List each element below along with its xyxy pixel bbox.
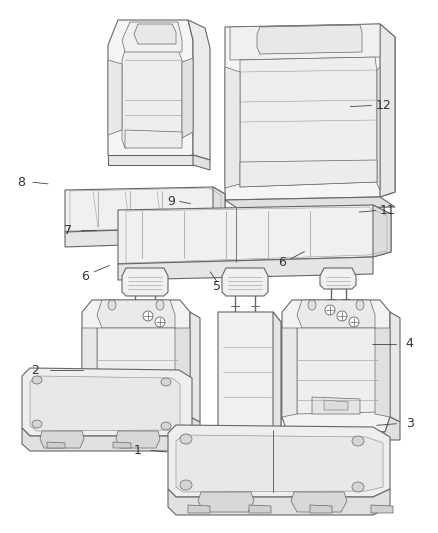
Polygon shape — [287, 417, 400, 440]
Ellipse shape — [108, 300, 116, 310]
Polygon shape — [225, 197, 395, 210]
Text: 3: 3 — [406, 417, 413, 430]
Ellipse shape — [32, 376, 42, 384]
Polygon shape — [225, 24, 395, 200]
Polygon shape — [168, 489, 390, 515]
Polygon shape — [118, 257, 373, 280]
Polygon shape — [116, 431, 160, 448]
Polygon shape — [113, 442, 131, 448]
Polygon shape — [291, 492, 347, 512]
Polygon shape — [240, 57, 377, 187]
Ellipse shape — [337, 311, 347, 321]
Polygon shape — [240, 160, 377, 187]
Text: 5: 5 — [213, 280, 221, 293]
Polygon shape — [225, 67, 240, 188]
Polygon shape — [310, 505, 332, 513]
Text: 11: 11 — [380, 204, 396, 217]
Polygon shape — [188, 20, 210, 160]
Polygon shape — [175, 328, 190, 417]
Polygon shape — [179, 442, 197, 448]
Polygon shape — [371, 505, 393, 513]
Ellipse shape — [161, 378, 171, 386]
Polygon shape — [373, 205, 391, 257]
Polygon shape — [320, 268, 356, 289]
Polygon shape — [124, 400, 148, 410]
Polygon shape — [122, 50, 182, 148]
Text: 6: 6 — [81, 270, 89, 282]
Polygon shape — [22, 428, 192, 451]
Polygon shape — [108, 20, 193, 165]
Ellipse shape — [308, 300, 316, 310]
Polygon shape — [118, 205, 391, 264]
Polygon shape — [213, 187, 225, 227]
Polygon shape — [97, 328, 178, 414]
Ellipse shape — [352, 482, 364, 492]
Polygon shape — [230, 24, 380, 60]
Polygon shape — [87, 417, 200, 440]
Polygon shape — [122, 268, 168, 296]
Polygon shape — [282, 300, 390, 432]
Ellipse shape — [349, 317, 359, 327]
Polygon shape — [65, 227, 213, 247]
Polygon shape — [193, 155, 210, 170]
Ellipse shape — [180, 480, 192, 490]
Polygon shape — [218, 312, 281, 429]
Text: 8: 8 — [17, 176, 25, 189]
Polygon shape — [249, 505, 271, 513]
Polygon shape — [168, 425, 390, 497]
Polygon shape — [297, 328, 378, 414]
Polygon shape — [108, 155, 193, 165]
Ellipse shape — [352, 436, 364, 446]
Ellipse shape — [180, 434, 192, 444]
Polygon shape — [312, 397, 360, 414]
Text: 4: 4 — [406, 337, 413, 350]
Ellipse shape — [155, 317, 165, 327]
Polygon shape — [108, 60, 122, 135]
Polygon shape — [112, 397, 160, 414]
Ellipse shape — [32, 420, 42, 428]
Polygon shape — [176, 435, 383, 492]
Text: 12: 12 — [375, 99, 391, 112]
Polygon shape — [97, 300, 175, 328]
Polygon shape — [188, 505, 210, 513]
Polygon shape — [134, 24, 176, 44]
Polygon shape — [125, 130, 182, 148]
Polygon shape — [375, 328, 390, 417]
Polygon shape — [30, 376, 180, 431]
Polygon shape — [22, 368, 192, 436]
Polygon shape — [65, 187, 225, 232]
Polygon shape — [40, 431, 84, 448]
Polygon shape — [182, 58, 193, 138]
Polygon shape — [324, 400, 348, 410]
Polygon shape — [82, 300, 190, 432]
Text: 2: 2 — [31, 364, 39, 377]
Text: 7: 7 — [64, 224, 72, 237]
Ellipse shape — [143, 311, 153, 321]
Ellipse shape — [156, 300, 164, 310]
Polygon shape — [122, 22, 182, 52]
Polygon shape — [47, 442, 65, 448]
Polygon shape — [190, 312, 200, 422]
Text: 6: 6 — [279, 256, 286, 269]
Polygon shape — [257, 25, 362, 54]
Ellipse shape — [356, 300, 364, 310]
Polygon shape — [82, 328, 97, 417]
Polygon shape — [198, 492, 254, 512]
Polygon shape — [282, 328, 297, 417]
Ellipse shape — [161, 422, 171, 430]
Polygon shape — [377, 67, 380, 190]
Ellipse shape — [325, 305, 335, 315]
Text: 1: 1 — [134, 444, 142, 457]
Text: 9: 9 — [167, 195, 175, 208]
Polygon shape — [390, 312, 400, 422]
Polygon shape — [222, 268, 268, 296]
Polygon shape — [273, 312, 281, 429]
Polygon shape — [297, 300, 375, 328]
Polygon shape — [380, 24, 395, 197]
